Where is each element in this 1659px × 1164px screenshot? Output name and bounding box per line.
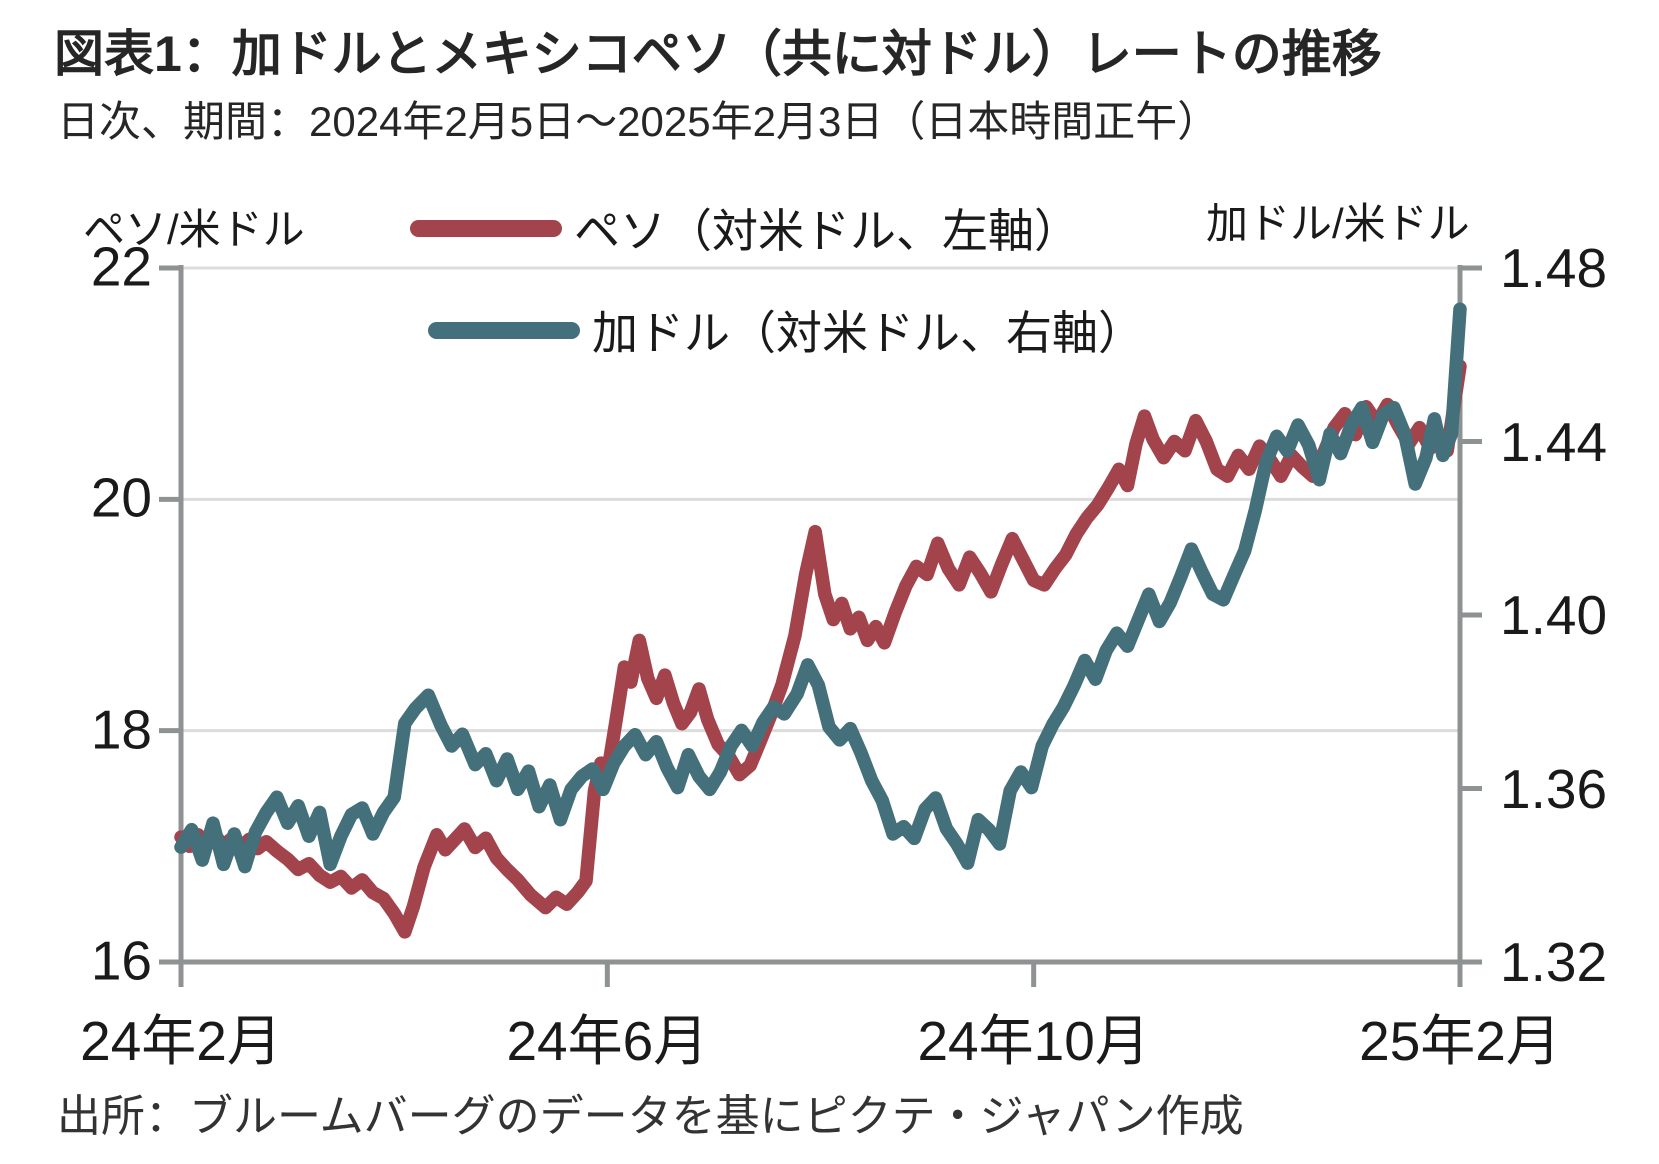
y-axis-left-tick-label: 22: [90, 235, 152, 298]
cad-line-swatch: [428, 321, 580, 339]
y-axis-right-tick-label: 1.44: [1500, 410, 1608, 473]
source-note: 出所：ブルームバーグのデータを基にピクテ・ジャパン作成: [57, 1092, 1244, 1141]
right-axis-unit-label: 加ドル/米ドル: [1206, 200, 1470, 247]
y-axis-right-tick-label: 1.48: [1500, 237, 1608, 299]
y-axis-right-tick-label: 1.32: [1500, 931, 1608, 993]
legend-item-cad: 加ドル（対米ドル、右軸）: [428, 301, 1144, 359]
y-axis-right-tick-label: 1.40: [1500, 584, 1608, 646]
cad-line: [174, 302, 1467, 874]
chart-subtitle: 日次、期間：2024年2月5日～2025年2月3日（日本時間正午）: [57, 98, 1220, 145]
left-axis-unit-label: ペソ/米ドル: [83, 206, 305, 253]
y-axis-left-tick-label: 20: [90, 467, 152, 530]
y-axis-left-tick-label: 16: [90, 929, 152, 992]
x-axis-tick-label: 24年2月: [80, 1010, 282, 1072]
y-axis-left-tick-label: 18: [90, 698, 152, 761]
cad-legend-label: 加ドル（対米ドル、右軸）: [592, 307, 1144, 359]
peso-legend-label: ペソ（対米ドル、左軸）: [574, 205, 1080, 257]
x-axis-tick-label: 24年6月: [506, 1010, 709, 1072]
peso-line-swatch: [410, 219, 562, 237]
legend-item-peso: ペソ（対米ドル、左軸）: [410, 199, 1080, 257]
peso-line: [174, 359, 1467, 939]
x-axis-tick-label: 24年10月: [917, 1010, 1150, 1072]
chart-title: 図表1：加ドルとメキシコペソ（共に対ドル）レートの推移: [54, 26, 1382, 82]
x-axis-tick-label: 25年2月: [1359, 1010, 1561, 1072]
y-axis-right-tick-label: 1.36: [1500, 757, 1608, 820]
